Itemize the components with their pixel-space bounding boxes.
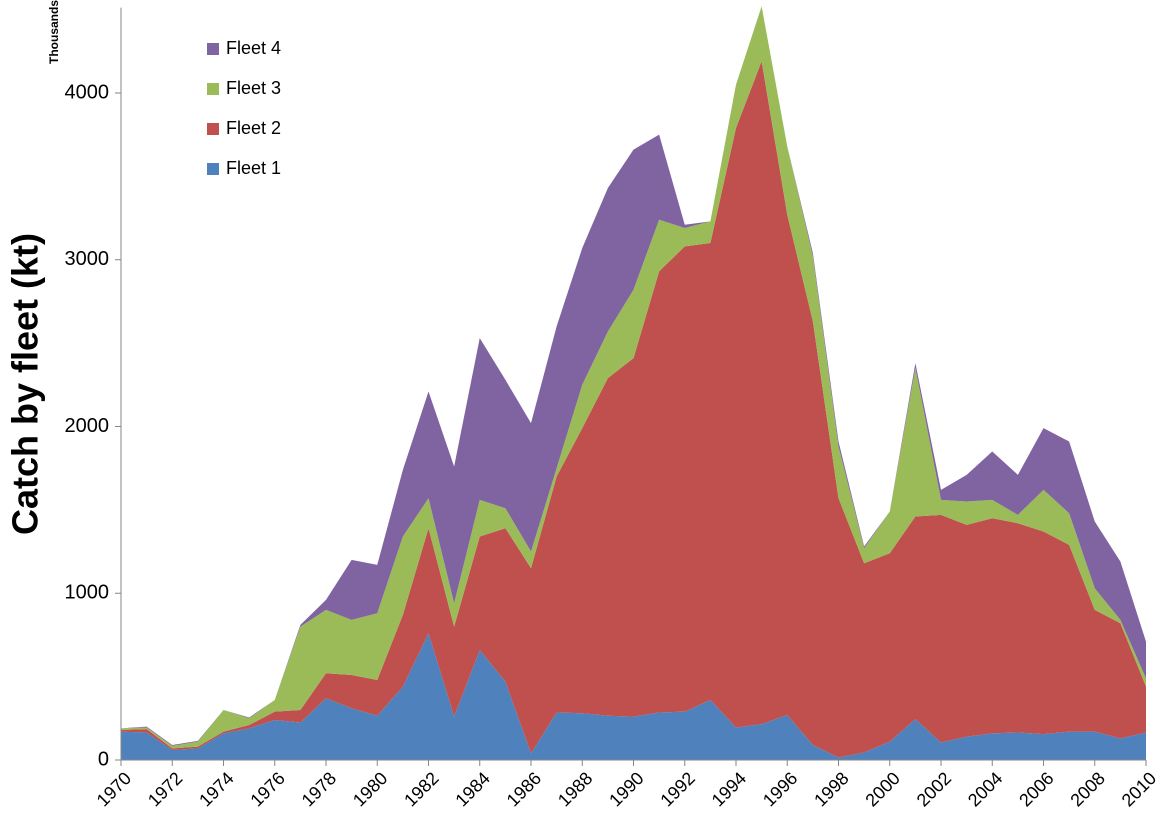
- x-tick-label: 1992: [656, 768, 698, 810]
- x-tick-label: 1970: [93, 768, 135, 810]
- area: [121, 6, 1146, 746]
- x-tick-label: 1980: [349, 768, 391, 810]
- x-tick-label: 2010: [1118, 768, 1156, 810]
- y-tick-label: 4000: [65, 81, 110, 103]
- legend-swatch: [207, 123, 219, 135]
- x-tick-label: 1988: [554, 768, 596, 810]
- x-tick-label: 1982: [400, 768, 442, 810]
- x-tick-label: 1984: [451, 768, 493, 810]
- x-tick-label: 2006: [1015, 768, 1057, 810]
- x-tick-label: 2008: [1066, 768, 1108, 810]
- x-tick-label: 1976: [246, 768, 288, 810]
- x-tick-label: 2004: [964, 768, 1006, 810]
- x-tick-label: 1974: [195, 768, 237, 810]
- x-tick-label: 2002: [913, 768, 955, 810]
- y-tick-label: 2000: [65, 415, 110, 437]
- x-tick-label: 1990: [605, 768, 647, 810]
- x-tick-label: 1972: [144, 768, 186, 810]
- legend-swatch: [207, 163, 219, 175]
- legend-label: Fleet 1: [226, 158, 281, 178]
- x-tick-label: 1994: [708, 768, 750, 810]
- x-tick-label: 2000: [861, 768, 903, 810]
- y-tick-label: 3000: [65, 248, 110, 270]
- area: [121, 61, 1146, 758]
- x-tick-label: 1998: [810, 768, 852, 810]
- y-axis-title: Catch by fleet (kt): [5, 233, 46, 535]
- legend-swatch: [207, 43, 219, 55]
- y-tick-label: 0: [98, 748, 109, 770]
- x-tick-label: 1978: [298, 768, 340, 810]
- legend: Fleet 4 Fleet 3 Fleet 2 Fleet 1: [207, 38, 281, 178]
- x-tick-label: 1986: [503, 768, 545, 810]
- legend-label: Fleet 4: [226, 38, 281, 58]
- area: [121, 633, 1146, 760]
- legend-label: Fleet 3: [226, 78, 281, 98]
- y-unit-label: Thousands: [47, 0, 61, 64]
- y-tick-label: 1000: [65, 582, 110, 604]
- x-tick-label: 1996: [759, 768, 801, 810]
- legend-label: Fleet 2: [226, 118, 281, 138]
- legend-swatch: [207, 83, 219, 95]
